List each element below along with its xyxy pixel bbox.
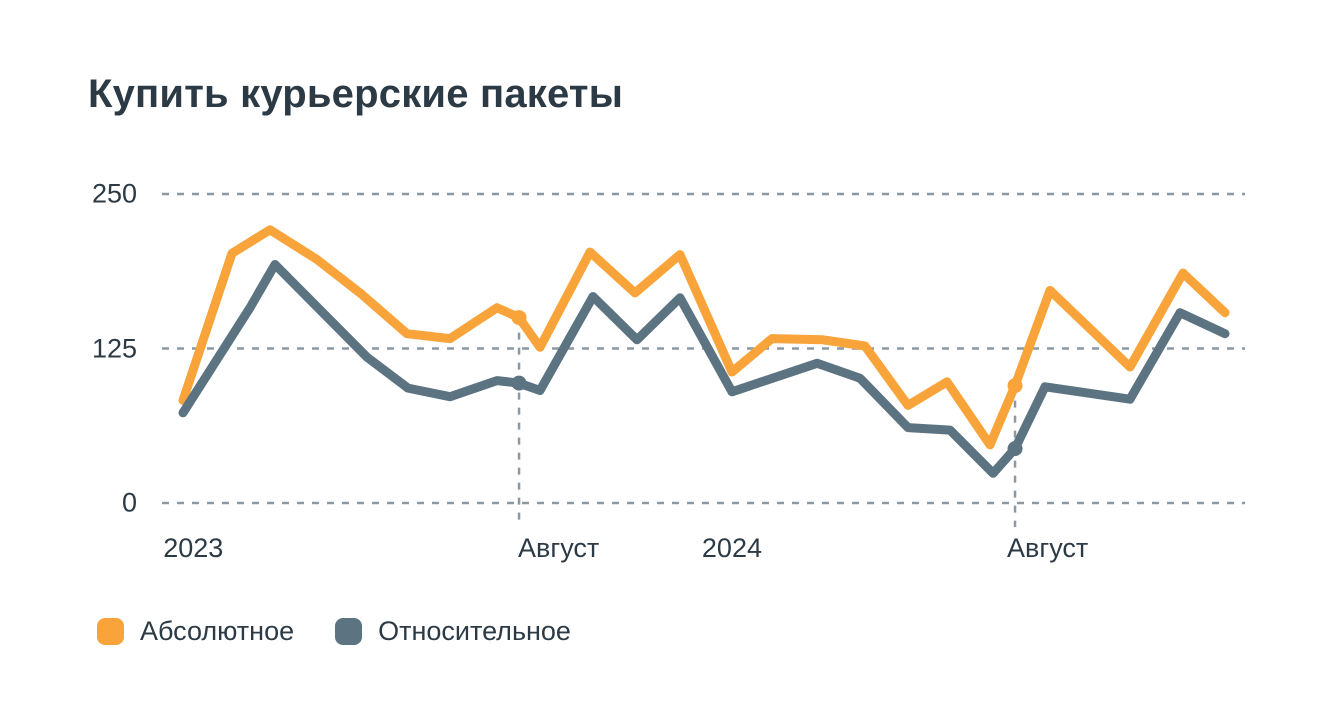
legend: Абсолютное Относительное: [97, 616, 571, 647]
series-line-relative[interactable]: [178, 260, 1230, 478]
series-marker-absolute[interactable]: [1007, 378, 1023, 394]
legend-item-relative[interactable]: Относительное: [335, 616, 571, 647]
y-axis-tick-125: 125: [91, 333, 137, 363]
legend-swatch-absolute-icon: [97, 618, 124, 645]
series-marker-absolute[interactable]: [511, 310, 527, 326]
y-axis-tick-250: 250: [91, 178, 137, 209]
page-title: Купить курьерские пакеты: [88, 72, 624, 116]
x-axis-tick-august-2: Август: [1007, 533, 1089, 563]
x-axis-tick-2024: 2024: [701, 533, 762, 563]
legend-item-absolute[interactable]: Абсолютное: [97, 616, 294, 647]
y-axis-tick-0: 0: [121, 487, 137, 518]
legend-label-absolute: Абсолютное: [140, 616, 295, 646]
legend-label-relative: Относительное: [378, 616, 571, 646]
x-axis-tick-2023: 2023: [163, 533, 224, 563]
series-marker-relative[interactable]: [511, 375, 527, 391]
x-axis-tick-august-1: Август: [518, 533, 600, 563]
legend-swatch-relative-icon: [335, 618, 363, 645]
series-marker-relative[interactable]: [1007, 441, 1023, 457]
